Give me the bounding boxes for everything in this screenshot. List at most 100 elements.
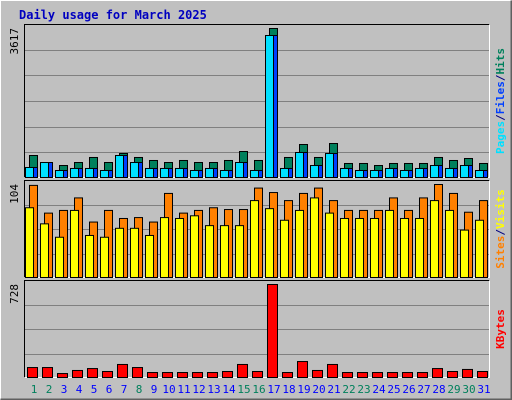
bar	[57, 373, 68, 378]
bar	[297, 361, 308, 378]
bar	[160, 167, 169, 179]
bar	[177, 372, 188, 378]
bar	[205, 167, 214, 179]
bar	[400, 169, 409, 179]
legend-entry: Visits	[494, 189, 507, 229]
bar	[312, 369, 323, 379]
x-tick-label: 16	[252, 383, 265, 396]
bar	[115, 227, 124, 278]
bar	[430, 165, 439, 178]
bar	[145, 234, 154, 279]
bar	[207, 372, 218, 378]
bar	[252, 370, 263, 379]
bar	[402, 372, 413, 378]
bar	[100, 169, 109, 179]
bar	[102, 370, 113, 379]
bar	[87, 368, 98, 378]
legend-entry: KBytes	[494, 309, 507, 349]
bar	[220, 225, 229, 278]
bar	[235, 225, 244, 278]
x-tick-label: 15	[237, 383, 250, 396]
bar	[222, 370, 233, 379]
bar	[372, 372, 383, 378]
bar	[340, 167, 349, 179]
x-tick-label: 4	[76, 383, 83, 396]
x-tick-label: 6	[106, 383, 113, 396]
x-tick-label: 22	[342, 383, 355, 396]
bar	[190, 169, 199, 179]
x-tick-label: 11	[177, 383, 190, 396]
bar	[370, 217, 379, 279]
bar	[387, 372, 398, 378]
bar	[130, 162, 139, 178]
x-tick-label: 28	[432, 383, 445, 396]
bar	[55, 236, 64, 278]
bar	[355, 169, 364, 179]
bar	[325, 212, 334, 278]
x-tick-label: 30	[462, 383, 475, 396]
bar	[175, 217, 184, 279]
x-tick-label: 14	[222, 383, 236, 396]
legend-separator: /	[494, 229, 507, 236]
bar	[295, 151, 304, 179]
bar	[100, 236, 109, 278]
x-tick-label: 13	[207, 383, 220, 396]
bar	[432, 368, 443, 378]
bar	[430, 200, 439, 279]
bar	[280, 219, 289, 278]
x-tick-label: 12	[192, 383, 205, 396]
x-tick-label: 31	[477, 383, 490, 396]
bar	[475, 169, 484, 179]
x-tick-label: 7	[121, 383, 128, 396]
bar	[40, 223, 49, 279]
bar	[147, 372, 158, 378]
bar	[475, 219, 484, 278]
bar	[265, 35, 274, 179]
bar	[117, 363, 128, 379]
bar	[160, 217, 169, 278]
x-tick-label: 24	[372, 383, 386, 396]
x-tick-label: 20	[312, 383, 325, 396]
y-tick-label: 104	[8, 184, 21, 204]
x-tick-label: 9	[151, 383, 158, 396]
bar	[265, 208, 274, 278]
bar	[355, 217, 364, 279]
bar	[40, 162, 49, 178]
bar	[342, 372, 353, 378]
panel-border-dark	[24, 280, 490, 378]
bar	[370, 169, 379, 179]
bar	[145, 167, 154, 179]
bar	[132, 367, 143, 378]
bar	[400, 217, 409, 279]
bar	[340, 217, 349, 279]
x-tick-label: 8	[136, 383, 143, 396]
panel-border-dark	[24, 180, 490, 278]
bar	[460, 229, 469, 279]
x-tick-label: 23	[357, 383, 370, 396]
bar	[237, 363, 248, 379]
bar	[310, 197, 319, 279]
x-tick-label: 3	[61, 383, 68, 396]
bar	[235, 162, 244, 178]
legend: Sites/Visits	[494, 189, 507, 269]
legend-entry: Pages	[494, 121, 507, 154]
bar	[70, 167, 79, 179]
panel-border-dark	[24, 24, 490, 178]
x-tick-label: 19	[297, 383, 310, 396]
bar	[385, 167, 394, 179]
legend-entry: Files	[494, 81, 507, 114]
bar	[310, 165, 319, 178]
bar	[462, 368, 473, 379]
x-tick-label: 2	[46, 383, 53, 396]
bar	[162, 372, 173, 378]
legend: Pages/Files/Hits	[494, 48, 507, 154]
x-tick-label: 29	[447, 383, 460, 396]
bar	[477, 370, 488, 379]
bar	[445, 209, 454, 278]
y-tick-label: 728	[8, 284, 21, 304]
bar	[85, 167, 94, 179]
bar	[70, 209, 79, 278]
bar	[130, 227, 139, 278]
